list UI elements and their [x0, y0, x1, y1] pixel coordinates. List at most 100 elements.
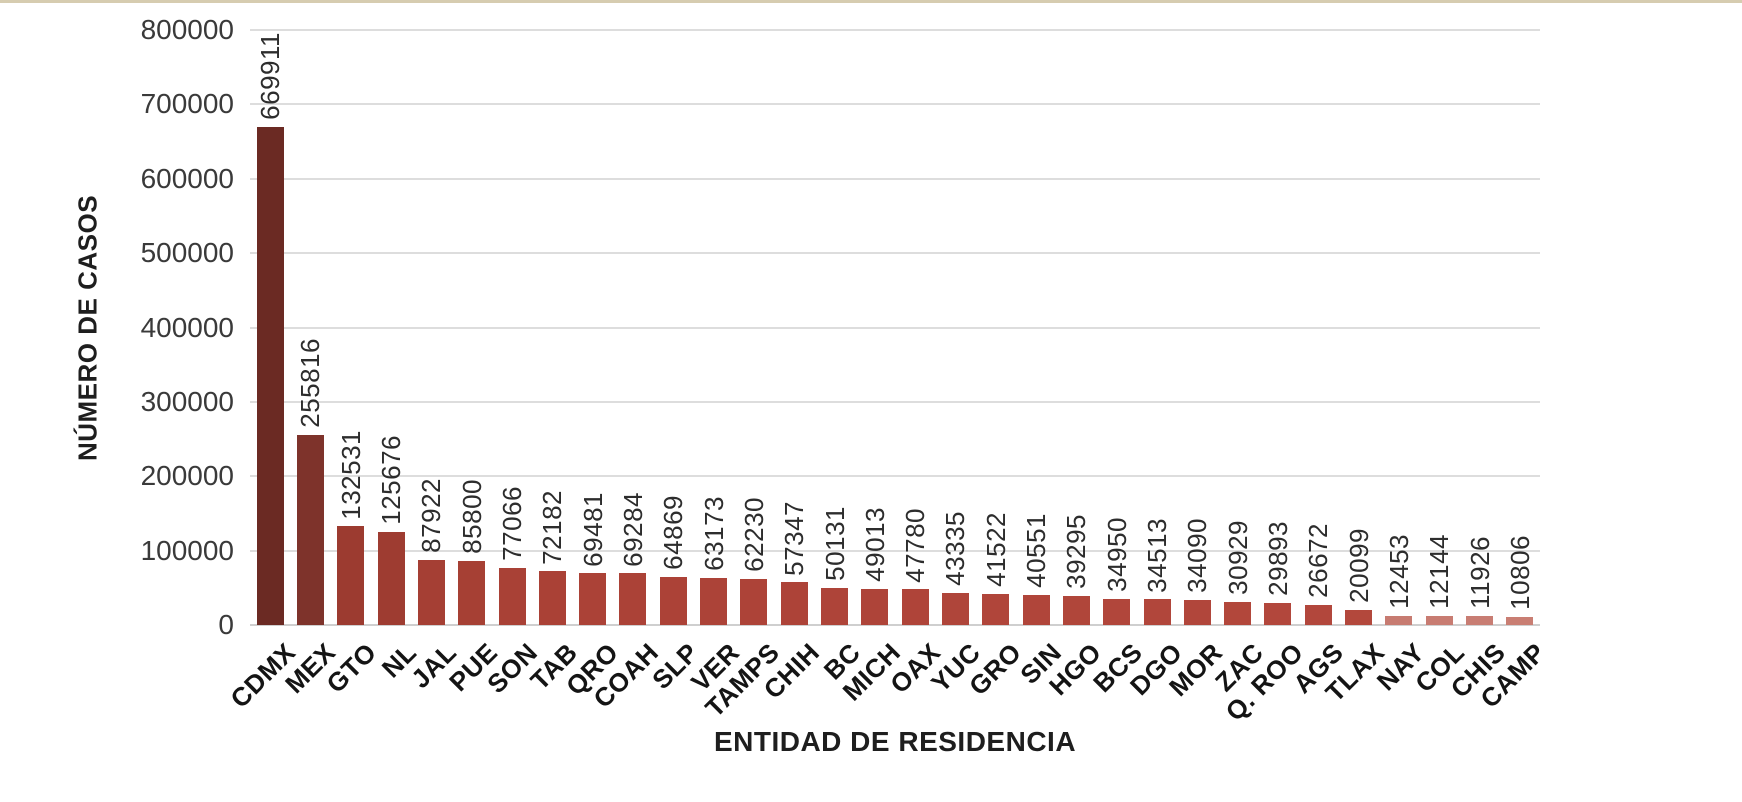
- bar-slot-VER: 63173: [693, 30, 733, 625]
- bar: [740, 578, 768, 625]
- bar-value-label: 63173: [698, 496, 729, 572]
- bar: [256, 126, 284, 625]
- bar-slot-BCS: 34950: [1097, 30, 1137, 625]
- bar: [1466, 616, 1494, 625]
- bar-value-label: 69284: [617, 491, 648, 567]
- bar-value-label: 669911: [255, 31, 286, 120]
- bar: [982, 594, 1010, 625]
- bar: [1304, 605, 1332, 625]
- bar-slot-MICH: 49013: [855, 30, 895, 625]
- bar: [1264, 602, 1292, 625]
- bar: [1224, 602, 1252, 625]
- bar: [296, 434, 324, 625]
- bar-slot-GTO: 132531: [331, 30, 371, 625]
- y-tick-label: 700000: [140, 88, 234, 120]
- bar-value-label: 49013: [859, 506, 890, 582]
- bar: [861, 588, 889, 625]
- bar: [498, 567, 526, 625]
- bar: [1425, 615, 1453, 625]
- bar: [1062, 595, 1090, 625]
- bar-slot-CDMX: 669911: [250, 30, 290, 625]
- bar-value-label: 50131: [819, 505, 850, 581]
- gridline-100000: [250, 549, 1540, 552]
- bar-value-label: 29893: [1262, 520, 1293, 596]
- bar-slot-DGO: 34513: [1137, 30, 1177, 625]
- bar-value-label: 77066: [497, 485, 528, 561]
- bar: [821, 587, 849, 625]
- bar-value-label: 26672: [1303, 523, 1334, 599]
- bar-slot-SIN: 40551: [1016, 30, 1056, 625]
- bar-value-label: 87922: [416, 477, 447, 553]
- bar: [377, 531, 405, 625]
- bar-slot-CHIH: 57347: [774, 30, 814, 625]
- gridline-800000: [250, 29, 1540, 31]
- bar-value-label: 62230: [738, 496, 769, 572]
- top-border-line: [0, 0, 1742, 3]
- y-tick-label: 400000: [140, 311, 234, 343]
- bar: [1183, 599, 1211, 625]
- bar-slot-BC: 50131: [814, 30, 854, 625]
- bar-slot-PUE: 85800: [452, 30, 492, 625]
- y-tick-label: 100000: [140, 534, 234, 566]
- bar-value-label: 85800: [456, 479, 487, 555]
- bar: [941, 592, 969, 625]
- bar: [417, 559, 445, 625]
- bar-slot-SLP: 64869: [653, 30, 693, 625]
- bar-slot-QRO: 69481: [573, 30, 613, 625]
- bar: [579, 573, 607, 625]
- bar-slot-MOR: 34090: [1177, 30, 1217, 625]
- gridline-200000: [250, 475, 1540, 478]
- bar-value-label: 132531: [335, 429, 366, 520]
- bar-slot-CHIS: 11926: [1459, 30, 1499, 625]
- bar: [1506, 616, 1534, 625]
- bar-value-label: 40551: [1021, 513, 1052, 588]
- bar-slot-TLAX: 20099: [1338, 30, 1378, 625]
- y-tick-label: 600000: [140, 162, 234, 194]
- bar-slot-CAMP: 10806: [1500, 30, 1540, 625]
- gridline-700000: [250, 103, 1540, 106]
- x-axis-title: ENTIDAD DE RESIDENCIA: [713, 726, 1077, 757]
- bar-slot-COAH: 69284: [613, 30, 653, 625]
- bar: [780, 582, 808, 625]
- y-tick-label: 0: [218, 609, 234, 640]
- bar: [700, 578, 728, 625]
- bar: [337, 526, 365, 625]
- y-tick-label: 800000: [140, 14, 234, 45]
- gridline-500000: [250, 252, 1540, 255]
- bar-slot-Q. ROO: 29893: [1258, 30, 1298, 625]
- bar: [1022, 594, 1050, 625]
- bar: [1385, 615, 1413, 625]
- bar-value-label: 30929: [1222, 520, 1253, 595]
- bar-value-label: 34090: [1182, 517, 1213, 593]
- bar: [1143, 599, 1171, 625]
- bar-value-label: 43335: [940, 510, 971, 586]
- bar: [619, 573, 647, 625]
- bar-slot-OAX: 47780: [895, 30, 935, 625]
- bar-slot-HGO: 39295: [1056, 30, 1096, 625]
- bar-value-label: 41522: [980, 512, 1011, 588]
- bar-slot-NAY: 12453: [1379, 30, 1419, 625]
- y-tick-label: 300000: [140, 385, 234, 417]
- bar-slot-MEX: 255816: [290, 30, 330, 625]
- bars-layer: 669911 255816 132531 125676 87922 85800 77066 7…: [250, 30, 1540, 625]
- bar-slot-TAMPS: 62230: [734, 30, 774, 625]
- bar-slot-TAB: 72182: [532, 30, 572, 625]
- gridline-400000: [250, 326, 1540, 329]
- bar-slot-NL: 125676: [371, 30, 411, 625]
- bar-value-label: 34950: [1101, 517, 1132, 593]
- bar-slot-ZAC: 30929: [1218, 30, 1258, 625]
- bar-value-label: 12144: [1424, 534, 1455, 609]
- bar-value-label: 39295: [1061, 513, 1092, 589]
- bar-value-label: 11926: [1464, 536, 1495, 610]
- bar-value-label: 47780: [900, 507, 931, 583]
- gridline-0: [250, 624, 1540, 626]
- bar-value-label: 10806: [1504, 535, 1535, 610]
- bar-value-label: 64869: [658, 494, 689, 570]
- bar-slot-GRO: 41522: [976, 30, 1016, 625]
- bar-value-label: 125676: [376, 434, 407, 525]
- bar-value-label: 255816: [295, 337, 326, 428]
- bar-slot-YUC: 43335: [935, 30, 975, 625]
- plot-area: 0 100000 200000 300000 400000 500000 600000 700…: [141, 14, 1551, 727]
- gridline-600000: [250, 177, 1540, 180]
